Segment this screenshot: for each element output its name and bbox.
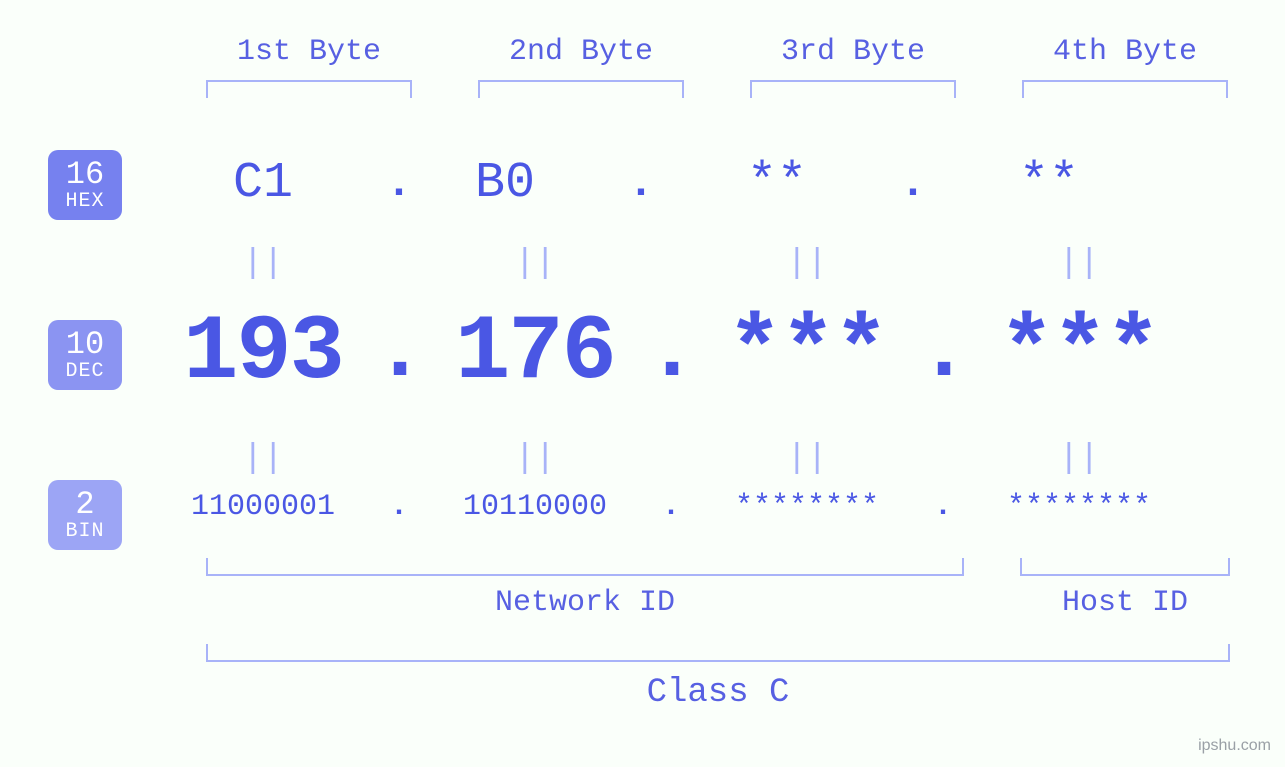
dec-dot-1: . xyxy=(366,303,432,402)
badge-bin-base: 2 xyxy=(48,488,122,522)
base-badge-bin: 2 BIN xyxy=(48,480,122,550)
byte-bracket-3 xyxy=(750,80,956,98)
bin-dot-1: . xyxy=(366,490,432,524)
hex-byte-1: C1 xyxy=(160,155,366,212)
byte-bracket-2 xyxy=(478,80,684,98)
row-hex: C1 . B0 . ** . ** xyxy=(160,155,1245,212)
byte-header-4: 4th Byte xyxy=(1022,35,1228,69)
eq2-2: || xyxy=(432,440,638,478)
row-eq-top: || . || . || . || xyxy=(160,245,1245,283)
badge-hex-base: 16 xyxy=(48,158,122,192)
hex-dot-3: . xyxy=(880,159,946,209)
badge-hex-label: HEX xyxy=(48,191,122,212)
bin-byte-4: ******** xyxy=(976,490,1182,524)
bin-byte-3: ******** xyxy=(704,490,910,524)
network-id-label: Network ID xyxy=(206,586,964,620)
byte-bracket-4 xyxy=(1022,80,1228,98)
eq2-4: || xyxy=(976,440,1182,478)
badge-dec-label: DEC xyxy=(48,361,122,382)
row-dec: 193 . 176 . *** . *** xyxy=(160,300,1245,405)
dec-byte-4: *** xyxy=(976,300,1182,405)
row-eq-bottom: || . || . || . || xyxy=(160,440,1245,478)
eq-3: || xyxy=(704,245,910,283)
eq-2: || xyxy=(432,245,638,283)
badge-dec-base: 10 xyxy=(48,328,122,362)
dec-byte-3: *** xyxy=(704,300,910,405)
dec-byte-1: 193 xyxy=(160,300,366,405)
hex-byte-2: B0 xyxy=(402,155,608,212)
eq2-1: || xyxy=(160,440,366,478)
class-label: Class C xyxy=(206,674,1230,712)
byte-bracket-1 xyxy=(206,80,412,98)
byte-header-2: 2nd Byte xyxy=(478,35,684,69)
dec-dot-2: . xyxy=(638,303,704,402)
byte-header-3: 3rd Byte xyxy=(750,35,956,69)
host-id-label: Host ID xyxy=(1020,586,1230,620)
host-id-bracket xyxy=(1020,558,1230,576)
bin-dot-3: . xyxy=(910,490,976,524)
hex-dot-2: . xyxy=(608,159,674,209)
row-bin: 11000001 . 10110000 . ******** . *******… xyxy=(160,490,1245,524)
eq-1: || xyxy=(160,245,366,283)
bin-byte-1: 11000001 xyxy=(160,490,366,524)
base-badge-dec: 10 DEC xyxy=(48,320,122,390)
watermark: ipshu.com xyxy=(1198,737,1271,755)
eq2-3: || xyxy=(704,440,910,478)
byte-header-1: 1st Byte xyxy=(206,35,412,69)
bin-byte-2: 10110000 xyxy=(432,490,638,524)
bin-dot-2: . xyxy=(638,490,704,524)
badge-bin-label: BIN xyxy=(48,521,122,542)
dec-dot-3: . xyxy=(910,303,976,402)
eq-4: || xyxy=(976,245,1182,283)
dec-byte-2: 176 xyxy=(432,300,638,405)
base-badge-hex: 16 HEX xyxy=(48,150,122,220)
network-id-bracket xyxy=(206,558,964,576)
hex-byte-4: ** xyxy=(946,155,1152,212)
class-bracket xyxy=(206,644,1230,662)
hex-byte-3: ** xyxy=(674,155,880,212)
